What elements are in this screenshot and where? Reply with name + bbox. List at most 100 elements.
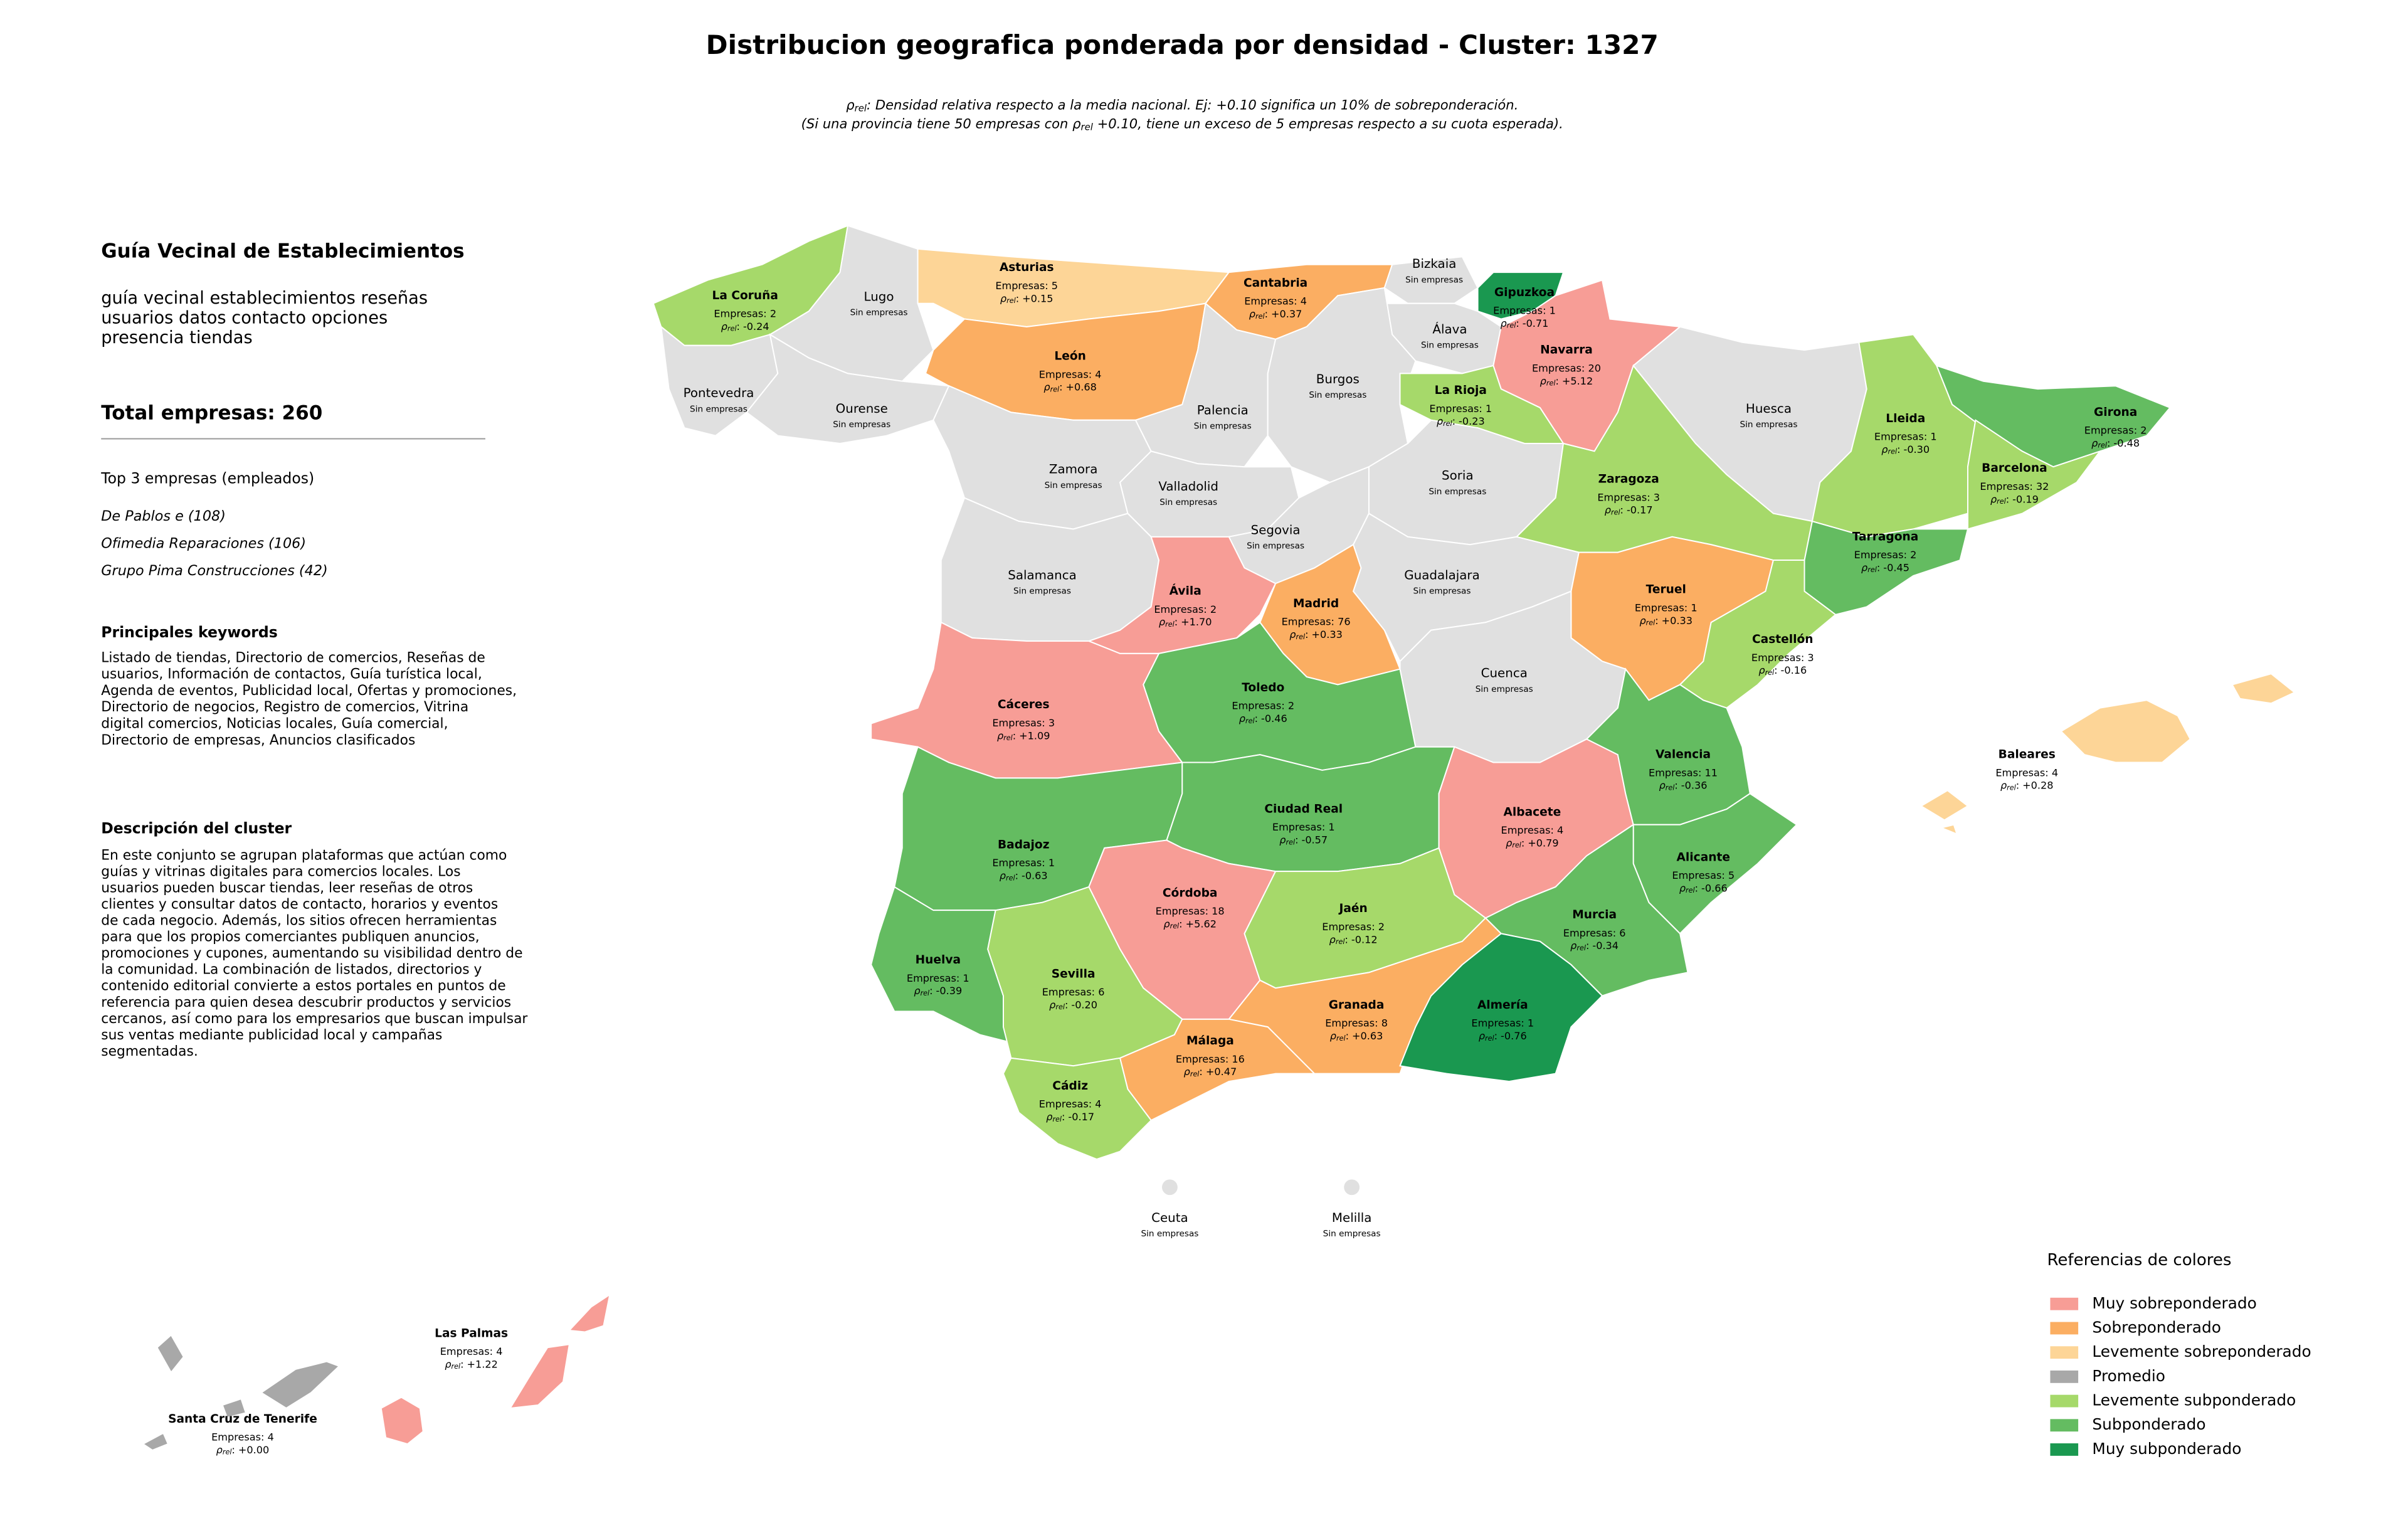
density-symbol: ρ [1506, 837, 1513, 849]
province-name: Lugo [864, 289, 894, 304]
province-companies: Empresas: 3 [1751, 652, 1814, 664]
density-value: -0.12 [1351, 933, 1378, 945]
density-separator: : [1346, 1030, 1349, 1042]
legend-label: Sobreponderado [2092, 1318, 2221, 1336]
province-companies: Empresas: 3 [1597, 491, 1660, 503]
province-shape [870, 886, 1012, 1044]
province-density: ρrel: -0.46 [1239, 713, 1287, 725]
province-companies: Empresas: 4 [1039, 1098, 1102, 1110]
density-symbol: ρ [1329, 933, 1336, 945]
province-name: Cádiz [1052, 1080, 1088, 1093]
density-subscript: rel [1443, 420, 1452, 428]
province-shape [1967, 419, 2102, 530]
density-subscript: rel [1507, 322, 1516, 330]
province-density: ρrel: +0.37 [1249, 308, 1302, 321]
density-symbol: ρ [1758, 664, 1765, 676]
province-shape [746, 333, 950, 444]
density-symbol: ρ [997, 730, 1004, 741]
density-value: -0.63 [1022, 869, 1048, 881]
province-density: ρrel: +0.68 [1043, 381, 1097, 393]
density-subscript: rel [1336, 1034, 1346, 1043]
density-separator: : [1655, 614, 1658, 626]
province-density: ρrel: +1.09 [997, 730, 1050, 742]
density-symbol: ρ [914, 985, 921, 997]
total: Total empresas: 260 [101, 401, 322, 424]
density-symbol: ρ [1479, 1030, 1486, 1042]
province-density: ρrel: +0.33 [1639, 614, 1692, 627]
density-symbol: ρ [2091, 437, 2098, 448]
province-density: ρrel: +5.12 [1540, 374, 1593, 387]
density-symbol: ρ [1501, 317, 1508, 329]
legend-label: Subponderado [2092, 1415, 2205, 1433]
density-separator: : [1620, 504, 1624, 516]
density-separator: : [1555, 374, 1558, 386]
province-density: ρrel: +1.22 [445, 1358, 498, 1371]
province-companies: Empresas: 6 [1563, 927, 1626, 939]
no-companies: Sin empresas [1421, 341, 1479, 351]
province-name: Teruel [1646, 583, 1686, 597]
density-separator: : [1295, 834, 1298, 846]
province-density: ρrel: -0.19 [1990, 493, 2039, 506]
province-shape [142, 1432, 169, 1451]
province-companies: Empresas: 1 [992, 857, 1055, 869]
description-line: sus ventas mediante publicidad local y c… [101, 1027, 442, 1043]
density-separator: : [929, 985, 932, 997]
province-shape [1162, 1179, 1178, 1196]
province-name: Las Palmas [435, 1327, 508, 1340]
density-symbol: ρ [1605, 504, 1612, 516]
legend-swatch [2050, 1419, 2079, 1432]
density-subscript: rel [1576, 944, 1586, 952]
density-subscript: rel [1165, 620, 1175, 629]
density-symbol: ρ [1659, 779, 1666, 791]
density-symbol: ρ [1861, 561, 1868, 573]
province-shape [1920, 789, 1969, 821]
province-name: La Coruña [712, 289, 778, 302]
density-separator: : [1015, 869, 1018, 881]
description-line: clientes y consultar datos de contacto, … [101, 896, 498, 912]
province-name: Almería [1477, 999, 1528, 1012]
density-separator: : [1516, 317, 1519, 329]
density-subscript: rel [2098, 442, 2107, 450]
density-value: +0.33 [1662, 614, 1692, 626]
province-name: Alicante [1677, 851, 1730, 864]
province-name: Ciudad Real [1264, 802, 1343, 815]
description-line: de cada negocio. Además, los sitios ofre… [101, 913, 497, 929]
legend-swatch [2050, 1443, 2079, 1456]
density-subscript: rel [1255, 312, 1265, 321]
province-name: Álava [1432, 322, 1467, 336]
province-name: Gipuzkoa [1494, 286, 1555, 299]
province-companies: Empresas: 6 [1042, 986, 1105, 998]
province-name: Granada [1329, 999, 1385, 1012]
legend-label: Muy sobreponderado [2092, 1294, 2256, 1312]
province-shape [1002, 1057, 1152, 1160]
density-value: -0.36 [1681, 779, 1708, 791]
density-separator: : [1586, 940, 1589, 952]
density-separator: : [1265, 308, 1268, 320]
density-value: -0.76 [1501, 1030, 1527, 1042]
density-value: -0.24 [743, 320, 769, 332]
province-companies: Empresas: 16 [1176, 1053, 1245, 1065]
subscript: rel [1081, 121, 1094, 132]
province-density: ρrel: -0.30 [1881, 443, 1930, 455]
density-separator: : [460, 1358, 463, 1370]
subtitle-part: +0.10, tiene un exceso de 5 empresas res… [1093, 115, 1563, 131]
no-companies: Sin empresas [1309, 390, 1366, 400]
description-line: usuarios pueden buscar tiendas, leer res… [101, 880, 473, 896]
legend-swatch [2050, 1297, 2079, 1310]
no-companies: Sin empresas [1159, 497, 1217, 507]
province-name: Cantabria [1244, 277, 1307, 290]
density-symbol: ρ [1046, 1111, 1053, 1123]
density-subscript: rel [223, 1448, 232, 1456]
density-subscript: rel [1006, 874, 1015, 882]
province-density: ρrel: -0.48 [2091, 437, 2140, 449]
density-value: -0.19 [2012, 493, 2039, 505]
province-companies: Empresas: 2 [1854, 549, 1917, 561]
density-value: +0.37 [1271, 308, 1302, 320]
density-value: -0.48 [2113, 437, 2140, 448]
density-value: +5.12 [1562, 374, 1593, 386]
no-companies: Sin empresas [1428, 487, 1486, 497]
density-symbol: ρ [1249, 308, 1256, 320]
density-subscript: rel [1512, 841, 1521, 849]
density-separator: : [231, 1443, 235, 1455]
